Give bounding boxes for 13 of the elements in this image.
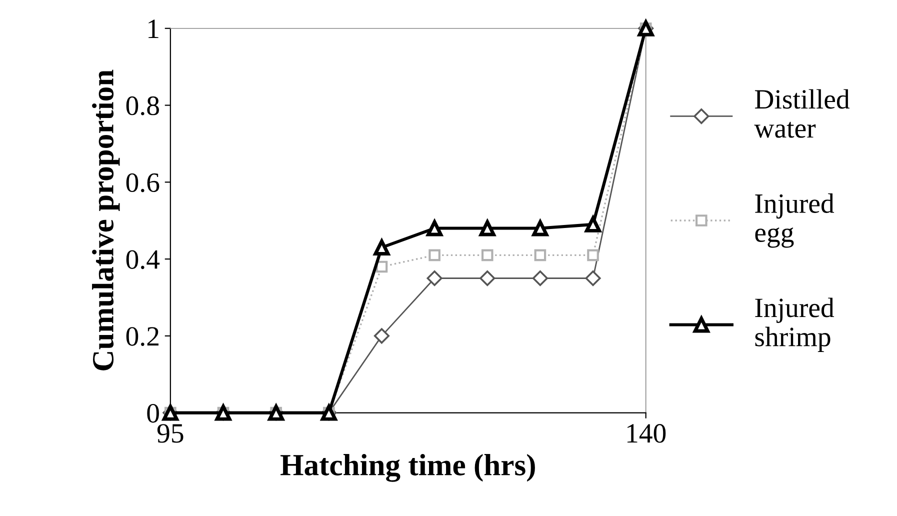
y-tick-label: 0 (147, 404, 159, 423)
y-tick-label: 0.8 (126, 96, 159, 116)
y-tick-label: 1 (148, 20, 158, 38)
legend-label: Injured egg (755, 193, 834, 248)
legend-label: Distilled water (754, 89, 850, 138)
y-tick-label: 0.6 (126, 173, 160, 192)
x-tick-label: 95 (157, 424, 184, 443)
x-axis-title: Hatching time (hrs) (280, 454, 535, 482)
y-axis-title: Cumulative proportion (92, 70, 120, 370)
legend-label: Injured shrimp (755, 298, 834, 352)
y-tick-label: 0.2 (126, 327, 158, 346)
y-tick-label: 0.4 (126, 250, 160, 270)
x-tick-label: 140 (627, 424, 666, 443)
